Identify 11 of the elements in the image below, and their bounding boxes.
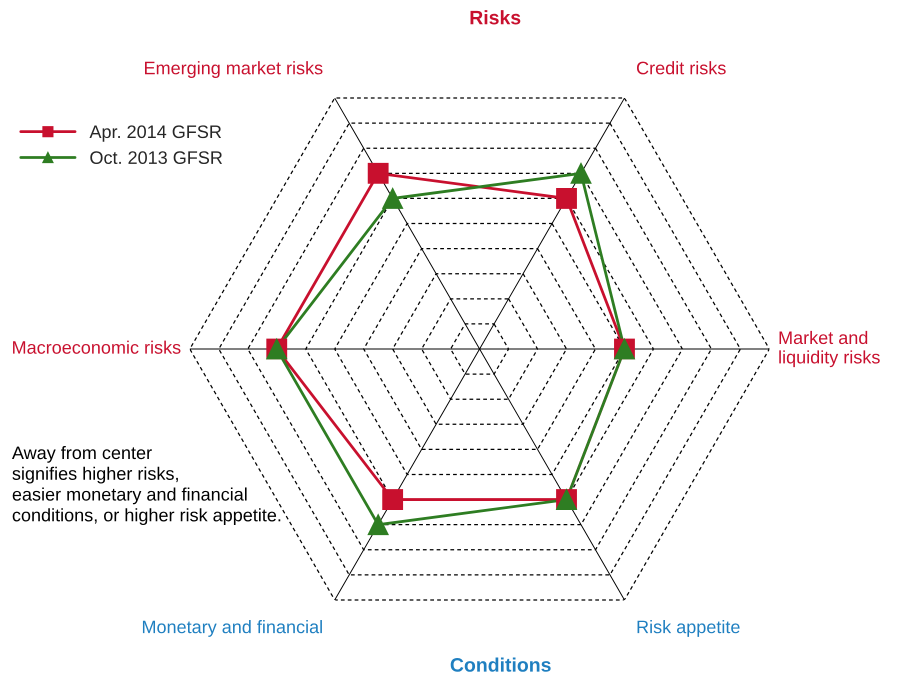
text: Conditions — [450, 657, 551, 672]
spoke-label: Market and liquidity risks — [779, 330, 880, 368]
spoke-label: Monetary and financial — [142, 620, 322, 637]
spoke-label: Risk appetite — [638, 620, 740, 637]
legend-label: Oct. 2013 GFSR — [90, 151, 222, 164]
chart-title: Risks — [470, 10, 520, 24]
legend-label: Apr. 2014 GFSR — [89, 125, 222, 142]
text: Away from center signifies higher risks, easier monetary and financial conditions, or higher risk appetite. — [12, 446, 280, 526]
spoke-label: Credit risks — [636, 61, 726, 74]
spoke-label: Macroeconomic risks — [13, 340, 180, 354]
spoke-label: Emerging market risks — [145, 61, 322, 78]
